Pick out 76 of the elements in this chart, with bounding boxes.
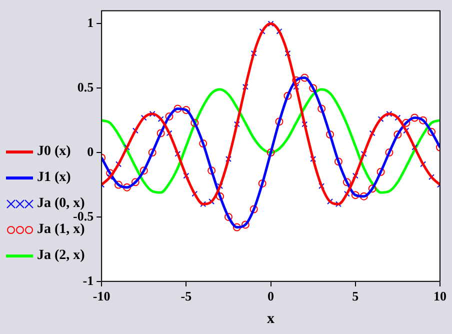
point bbox=[122, 183, 131, 192]
point bbox=[224, 212, 232, 221]
point bbox=[190, 118, 199, 127]
legend-label: Ja (2, x) bbox=[37, 248, 85, 263]
line-series bbox=[102, 88, 440, 194]
point bbox=[419, 116, 428, 124]
point bbox=[156, 129, 165, 138]
y-tick-label: 0 bbox=[87, 144, 94, 159]
point bbox=[241, 220, 250, 229]
point bbox=[174, 104, 182, 113]
point bbox=[309, 84, 318, 92]
point bbox=[386, 110, 392, 117]
point bbox=[266, 148, 275, 157]
point bbox=[360, 192, 368, 200]
point bbox=[250, 50, 257, 56]
point bbox=[385, 148, 394, 157]
y-tick-label: 1 bbox=[87, 15, 94, 30]
point bbox=[174, 150, 181, 157]
point bbox=[369, 130, 376, 136]
point bbox=[318, 104, 326, 113]
point bbox=[268, 20, 274, 27]
legend-label: Ja (1, x) bbox=[37, 222, 85, 237]
legend-label: Ja (0, x) bbox=[37, 196, 85, 211]
point bbox=[234, 121, 240, 128]
point bbox=[149, 110, 156, 117]
point bbox=[165, 112, 174, 120]
point bbox=[226, 156, 232, 162]
point bbox=[318, 183, 325, 190]
point bbox=[242, 84, 248, 90]
x-tick-label: -10 bbox=[92, 288, 110, 304]
point bbox=[148, 148, 156, 157]
point bbox=[166, 130, 172, 136]
x-tick-label: 5 bbox=[352, 288, 360, 304]
x-axis-title: x bbox=[267, 310, 276, 327]
point bbox=[394, 130, 402, 139]
point bbox=[114, 180, 122, 189]
point bbox=[258, 179, 266, 188]
point bbox=[300, 74, 309, 82]
x-tick-label: 10 bbox=[434, 288, 446, 304]
point bbox=[310, 156, 316, 162]
point bbox=[140, 166, 148, 175]
point bbox=[131, 178, 140, 186]
point bbox=[199, 140, 208, 148]
y-tick-label: -1 bbox=[82, 272, 94, 288]
x-tick-label: 0 bbox=[268, 288, 274, 304]
point bbox=[368, 184, 376, 193]
point bbox=[284, 92, 292, 100]
point bbox=[352, 172, 358, 179]
point bbox=[106, 169, 114, 178]
point bbox=[292, 76, 300, 84]
point bbox=[302, 121, 308, 128]
point bbox=[334, 158, 342, 166]
legend-label: J1 (x) bbox=[37, 170, 71, 185]
point bbox=[376, 168, 385, 176]
point bbox=[250, 205, 258, 214]
point bbox=[275, 118, 284, 126]
point bbox=[217, 183, 223, 190]
point bbox=[428, 128, 436, 136]
point bbox=[216, 192, 224, 200]
point bbox=[183, 172, 190, 179]
x-tick-label: -5 bbox=[180, 288, 192, 304]
point bbox=[232, 223, 241, 232]
point bbox=[182, 106, 190, 114]
line-series bbox=[102, 22, 440, 206]
point bbox=[284, 50, 291, 56]
point bbox=[402, 118, 410, 127]
point bbox=[410, 114, 419, 122]
point bbox=[360, 150, 367, 157]
y-tick-label: 0.5 bbox=[77, 79, 94, 94]
legend-label: J0 (x) bbox=[37, 144, 71, 159]
point bbox=[208, 166, 216, 175]
point bbox=[326, 130, 334, 139]
point bbox=[293, 84, 300, 90]
point bbox=[342, 178, 351, 186]
y-tick-label: -0.5 bbox=[72, 208, 94, 224]
point bbox=[351, 191, 360, 200]
